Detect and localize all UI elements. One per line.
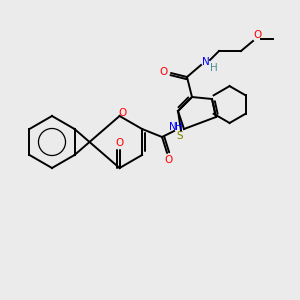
Text: O: O bbox=[254, 30, 262, 40]
Text: H: H bbox=[175, 122, 183, 132]
Text: O: O bbox=[159, 67, 167, 77]
Text: S: S bbox=[177, 131, 183, 141]
Text: N: N bbox=[202, 57, 210, 67]
Text: O: O bbox=[164, 155, 172, 165]
Text: H: H bbox=[210, 63, 218, 73]
Text: N: N bbox=[169, 122, 177, 132]
Text: O: O bbox=[118, 108, 127, 118]
Text: O: O bbox=[116, 138, 124, 148]
